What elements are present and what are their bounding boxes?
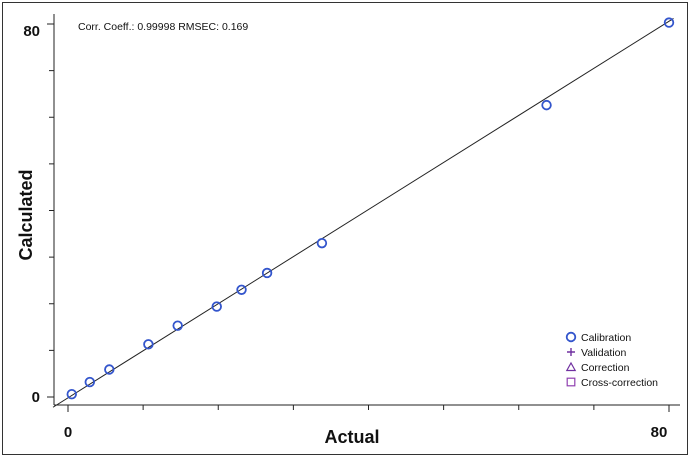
data-point: [104, 364, 115, 375]
data-point: [172, 320, 183, 331]
legend-marker: [567, 348, 575, 356]
legend: Calibration Validation Correction Cross-cor…: [565, 331, 658, 389]
stats-annotation: Corr. Coeff.: 0.99998 RMSEC: 0.169: [78, 21, 248, 33]
data-point: [316, 237, 328, 249]
data-point: [236, 284, 247, 295]
legend-label: Calibration: [581, 332, 631, 344]
y-tick-label: 0: [32, 389, 40, 406]
legend-marker: [565, 331, 577, 343]
data-point: [143, 339, 154, 350]
data-point: [84, 376, 95, 388]
legend-label: Validation: [581, 347, 626, 359]
legend-marker: [566, 377, 576, 387]
data-point: [261, 267, 273, 279]
data-point: [541, 99, 552, 111]
legend-label: Cross-correction: [581, 377, 658, 389]
legend-label: Correction: [581, 362, 630, 374]
tick-labels: 0 80 0 80: [23, 23, 667, 441]
reference-line: [52, 17, 674, 408]
x-axis-title: Actual: [324, 427, 379, 447]
x-tick-label: 80: [651, 424, 668, 441]
data-points: [66, 17, 675, 400]
legend-marker: [565, 361, 577, 372]
data-point: [211, 301, 222, 312]
axes: [47, 14, 680, 412]
data-point: [66, 389, 77, 400]
data-point: [663, 17, 675, 28]
chart-frame: [2, 2, 688, 455]
y-tick-label: 80: [23, 23, 40, 40]
x-tick-label: 0: [64, 424, 72, 441]
y-axis-title: Calculated: [16, 169, 36, 260]
